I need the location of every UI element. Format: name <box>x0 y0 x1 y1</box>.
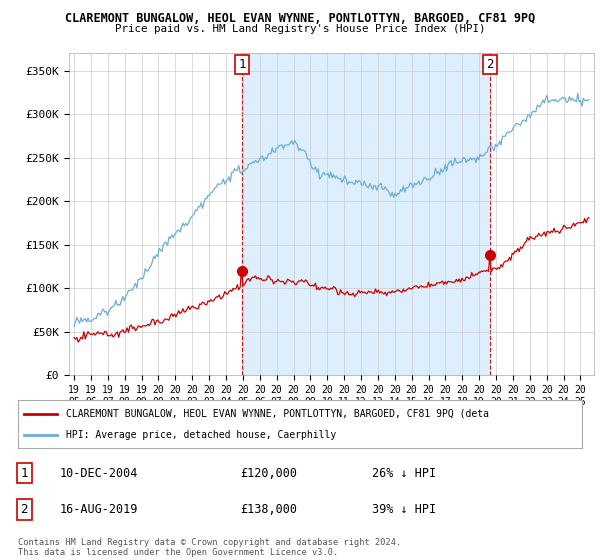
Text: CLAREMONT BUNGALOW, HEOL EVAN WYNNE, PONTLOTTYN, BARGOED, CF81 9PQ: CLAREMONT BUNGALOW, HEOL EVAN WYNNE, PON… <box>65 12 535 25</box>
Text: 16-AUG-2019: 16-AUG-2019 <box>60 503 139 516</box>
Text: £120,000: £120,000 <box>240 466 297 480</box>
Text: Contains HM Land Registry data © Crown copyright and database right 2024.
This d: Contains HM Land Registry data © Crown c… <box>18 538 401 557</box>
Text: 1: 1 <box>20 466 28 480</box>
Text: HPI: Average price, detached house, Caerphilly: HPI: Average price, detached house, Caer… <box>66 430 336 440</box>
Text: Price paid vs. HM Land Registry's House Price Index (HPI): Price paid vs. HM Land Registry's House … <box>115 24 485 34</box>
Text: 1: 1 <box>238 58 246 71</box>
Text: 2: 2 <box>20 503 28 516</box>
Text: 2: 2 <box>486 58 493 71</box>
Text: 39% ↓ HPI: 39% ↓ HPI <box>372 503 436 516</box>
Text: CLAREMONT BUNGALOW, HEOL EVAN WYNNE, PONTLOTTYN, BARGOED, CF81 9PQ (deta: CLAREMONT BUNGALOW, HEOL EVAN WYNNE, PON… <box>66 409 489 419</box>
Text: 26% ↓ HPI: 26% ↓ HPI <box>372 466 436 480</box>
Text: 10-DEC-2004: 10-DEC-2004 <box>60 466 139 480</box>
Text: £138,000: £138,000 <box>240 503 297 516</box>
